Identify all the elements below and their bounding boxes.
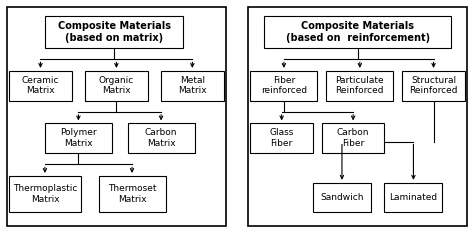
FancyBboxPatch shape: [128, 123, 194, 153]
Text: Carbon
Fiber: Carbon Fiber: [337, 128, 369, 148]
Text: Structural
Reinforced: Structural Reinforced: [409, 76, 458, 95]
FancyBboxPatch shape: [322, 123, 384, 153]
FancyBboxPatch shape: [248, 7, 467, 226]
FancyBboxPatch shape: [264, 16, 451, 48]
FancyBboxPatch shape: [384, 183, 442, 212]
FancyBboxPatch shape: [7, 7, 226, 226]
FancyBboxPatch shape: [9, 71, 72, 100]
FancyBboxPatch shape: [326, 71, 393, 100]
Text: Polymer
Matrix: Polymer Matrix: [60, 128, 97, 148]
FancyBboxPatch shape: [9, 176, 81, 212]
Text: Organic
Matrix: Organic Matrix: [99, 76, 134, 95]
Text: Sandwich: Sandwich: [320, 193, 364, 202]
FancyBboxPatch shape: [85, 71, 148, 100]
Text: Metal
Matrix: Metal Matrix: [178, 76, 207, 95]
FancyBboxPatch shape: [161, 71, 224, 100]
Text: Laminated: Laminated: [389, 193, 438, 202]
FancyBboxPatch shape: [250, 71, 318, 100]
Text: Carbon
Matrix: Carbon Matrix: [145, 128, 177, 148]
Text: Ceramic
Matrix: Ceramic Matrix: [22, 76, 59, 95]
FancyBboxPatch shape: [402, 71, 465, 100]
Text: Glass
Fiber: Glass Fiber: [270, 128, 294, 148]
Text: Particulate
Reinforced: Particulate Reinforced: [336, 76, 384, 95]
FancyBboxPatch shape: [250, 123, 313, 153]
FancyBboxPatch shape: [45, 16, 183, 48]
FancyBboxPatch shape: [99, 176, 165, 212]
FancyBboxPatch shape: [45, 123, 112, 153]
Text: Thermoplastic
Matrix: Thermoplastic Matrix: [13, 185, 77, 204]
Text: Thermoset
Matrix: Thermoset Matrix: [108, 185, 156, 204]
Text: Composite Materials
(based on  reinforcement): Composite Materials (based on reinforcem…: [285, 21, 429, 43]
Text: Composite Materials
(based on matrix): Composite Materials (based on matrix): [58, 21, 171, 43]
Text: Fiber
reinforced: Fiber reinforced: [261, 76, 307, 95]
FancyBboxPatch shape: [313, 183, 371, 212]
